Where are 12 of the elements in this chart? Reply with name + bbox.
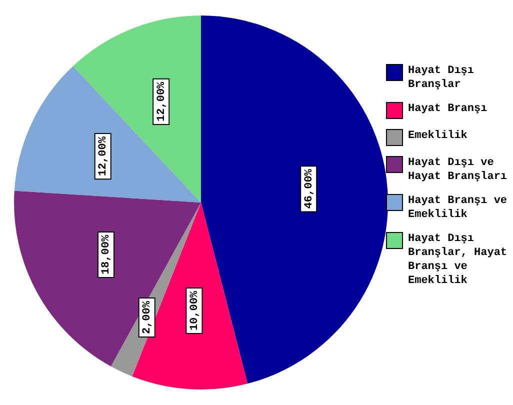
legend-label: Hayat Branşı ve Emeklilik bbox=[408, 194, 508, 222]
data-label: 2,00% bbox=[142, 300, 154, 334]
legend-label: Hayat Dışı ve Hayat Branşları bbox=[408, 156, 508, 184]
legend-label: Hayat Dışı Branşlar bbox=[408, 64, 476, 92]
legend-label: Hayat Dışı Branşlar, Hayat Branşı ve Emeklilik bbox=[408, 232, 508, 288]
data-label: 10,00% bbox=[188, 290, 201, 331]
data-label: 18,00% bbox=[100, 234, 113, 275]
data-label: 46,00% bbox=[303, 168, 316, 209]
legend-label: Hayat Branşı bbox=[408, 102, 488, 116]
data-label: 12,00% bbox=[156, 81, 168, 122]
legend-label: Emeklilik bbox=[408, 129, 468, 143]
data-label: 12,00% bbox=[98, 136, 110, 176]
